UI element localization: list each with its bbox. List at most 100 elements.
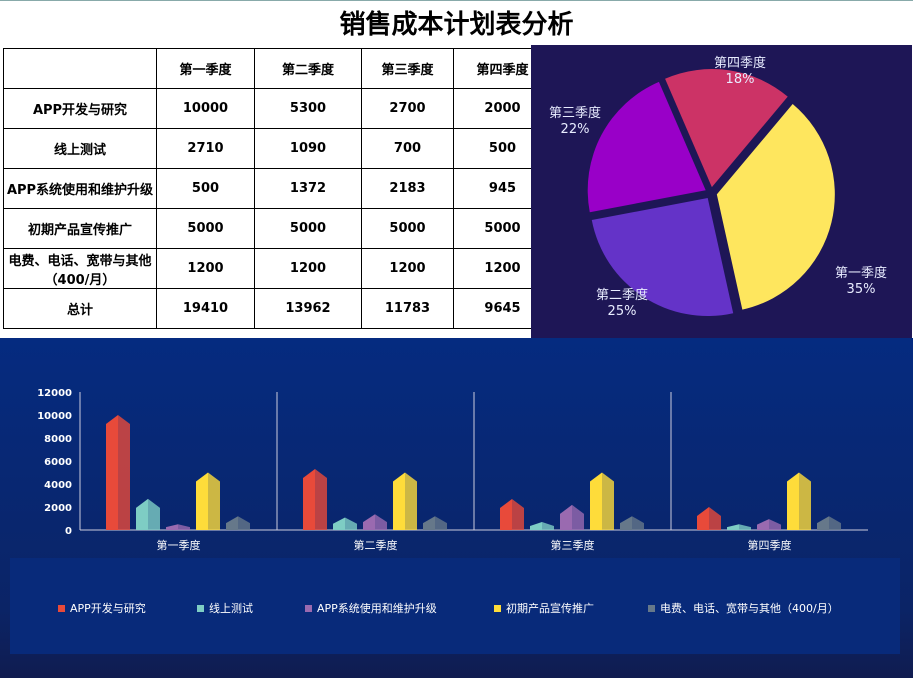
table-row: 电费、电话、宽带与其他（400/月） 1200 1200 1200 1200 (3, 248, 552, 289)
legend-swatch (197, 604, 204, 612)
table-row: 总计 19410 13962 11783 9645 (3, 288, 552, 329)
bar (530, 521, 542, 530)
bar (136, 498, 148, 530)
bar-face (435, 516, 447, 530)
bar (226, 516, 238, 530)
legend-item: 电费、电话、宽带与其他（400/月） (648, 600, 839, 616)
table-cell: 1200 (156, 248, 255, 289)
bar (333, 517, 345, 530)
table-cell: 700 (361, 128, 454, 169)
bar (817, 516, 829, 530)
bar-face (512, 498, 524, 530)
cost-table: 第一季度 第二季度 第三季度 第四季度 APP开发与研究 10000 5300 2700 200… (3, 48, 552, 329)
y-tick-label: 6000 (44, 457, 72, 468)
bar-face (769, 519, 781, 530)
bar-face (405, 472, 417, 530)
table-row: 线上测试 2710 1090 700 500 (3, 128, 552, 169)
pie-percent: 35% (847, 282, 876, 297)
pie-label: 第二季度 (596, 287, 648, 303)
row-label: 线上测试 (3, 128, 157, 169)
x-tick-label: 第二季度 (354, 538, 398, 552)
row-label: 总计 (3, 288, 157, 329)
legend-swatch (494, 604, 501, 612)
bar (196, 472, 208, 530)
pie-percent: 18% (726, 72, 755, 87)
bar-face (632, 516, 644, 530)
table-cell: 2710 (156, 128, 255, 169)
legend-label: 线上测试 (209, 602, 253, 615)
x-tick-label: 第四季度 (748, 538, 792, 552)
bar (590, 472, 602, 530)
bar-face (739, 524, 751, 530)
bar (620, 516, 632, 530)
row-label: 电费、电话、宽带与其他（400/月） (3, 248, 157, 289)
y-tick-label: 8000 (44, 434, 72, 445)
bar (787, 472, 799, 530)
bar (423, 516, 435, 530)
pie-chart-panel: 第一季度 35% 第二季度 25% 第三季度 22% 第四季度 18% (531, 45, 912, 338)
pie-slice (665, 69, 788, 188)
y-tick-label: 10000 (37, 411, 72, 422)
bar-face (148, 498, 160, 530)
legend-item: 线上测试 (197, 600, 253, 616)
bar (727, 524, 739, 530)
table-cell: 2183 (361, 168, 454, 209)
column-header: 第二季度 (254, 48, 362, 89)
pie-slice (716, 104, 835, 310)
bar (303, 469, 315, 530)
table-cell: 5000 (156, 208, 255, 249)
column-header: 第三季度 (361, 48, 454, 89)
legend-label: 电费、电话、宽带与其他（400/月） (660, 602, 839, 615)
bar-face (118, 415, 130, 530)
table-row: 初期产品宣传推广 5000 5000 5000 5000 (3, 208, 552, 249)
column-header (3, 48, 157, 89)
pie-slice (587, 81, 706, 213)
legend: APP开发与研究 线上测试 APP系统使用和维护升级 初期产品宣传推广 电费、电话、宽带… (10, 558, 900, 654)
pie-label: 第三季度 (549, 105, 601, 121)
bar-face (542, 521, 554, 530)
table-cell: 1090 (254, 128, 362, 169)
table-cell: 11783 (361, 288, 454, 329)
bar (393, 472, 405, 530)
table-cell: 1200 (254, 248, 362, 289)
table-row: 第一季度 第二季度 第三季度 第四季度 (3, 48, 552, 89)
table-row: APP开发与研究 10000 5300 2700 2000 (3, 88, 552, 129)
table-cell: 13962 (254, 288, 362, 329)
legend-swatch (648, 604, 655, 612)
column-header: 第一季度 (156, 48, 255, 89)
table-cell: 5000 (254, 208, 362, 249)
pie-label: 第四季度 (714, 55, 766, 71)
bar-face (709, 507, 721, 530)
bar (363, 514, 375, 530)
y-tick-label: 0 (65, 526, 72, 537)
legend-label: APP开发与研究 (70, 602, 146, 615)
row-label: APP系统使用和维护升级 (3, 168, 157, 209)
bar (500, 498, 512, 530)
table-cell: 1200 (361, 248, 454, 289)
bar-face (315, 469, 327, 530)
table-cell: 19410 (156, 288, 255, 329)
table-cell: 10000 (156, 88, 255, 129)
bar-face (345, 517, 357, 530)
legend-swatch (58, 604, 65, 612)
legend-label: 初期产品宣传推广 (506, 602, 594, 615)
legend-item: APP系统使用和维护升级 (305, 600, 437, 616)
bar-face (238, 516, 250, 530)
pie-label: 第一季度 (835, 265, 887, 281)
x-tick-label: 第三季度 (551, 538, 595, 552)
bar (166, 524, 178, 530)
table-cell: 1372 (254, 168, 362, 209)
legend-item: APP开发与研究 (58, 600, 146, 616)
pie-slice (591, 198, 734, 317)
legend-label: APP系统使用和维护升级 (317, 602, 437, 615)
row-label: APP开发与研究 (3, 88, 157, 129)
bar-chart: 0 2000 4000 6000 8000 10000 12000 第一季度 第二季度 第三季度 第… (37, 388, 868, 552)
bar (106, 415, 118, 530)
bar-face (375, 514, 387, 530)
bar (560, 504, 572, 530)
y-tick-label: 12000 (37, 388, 72, 399)
top-border (0, 0, 913, 1)
table-row: APP系统使用和维护升级 500 1372 2183 945 (3, 168, 552, 209)
bar-face (602, 472, 614, 530)
